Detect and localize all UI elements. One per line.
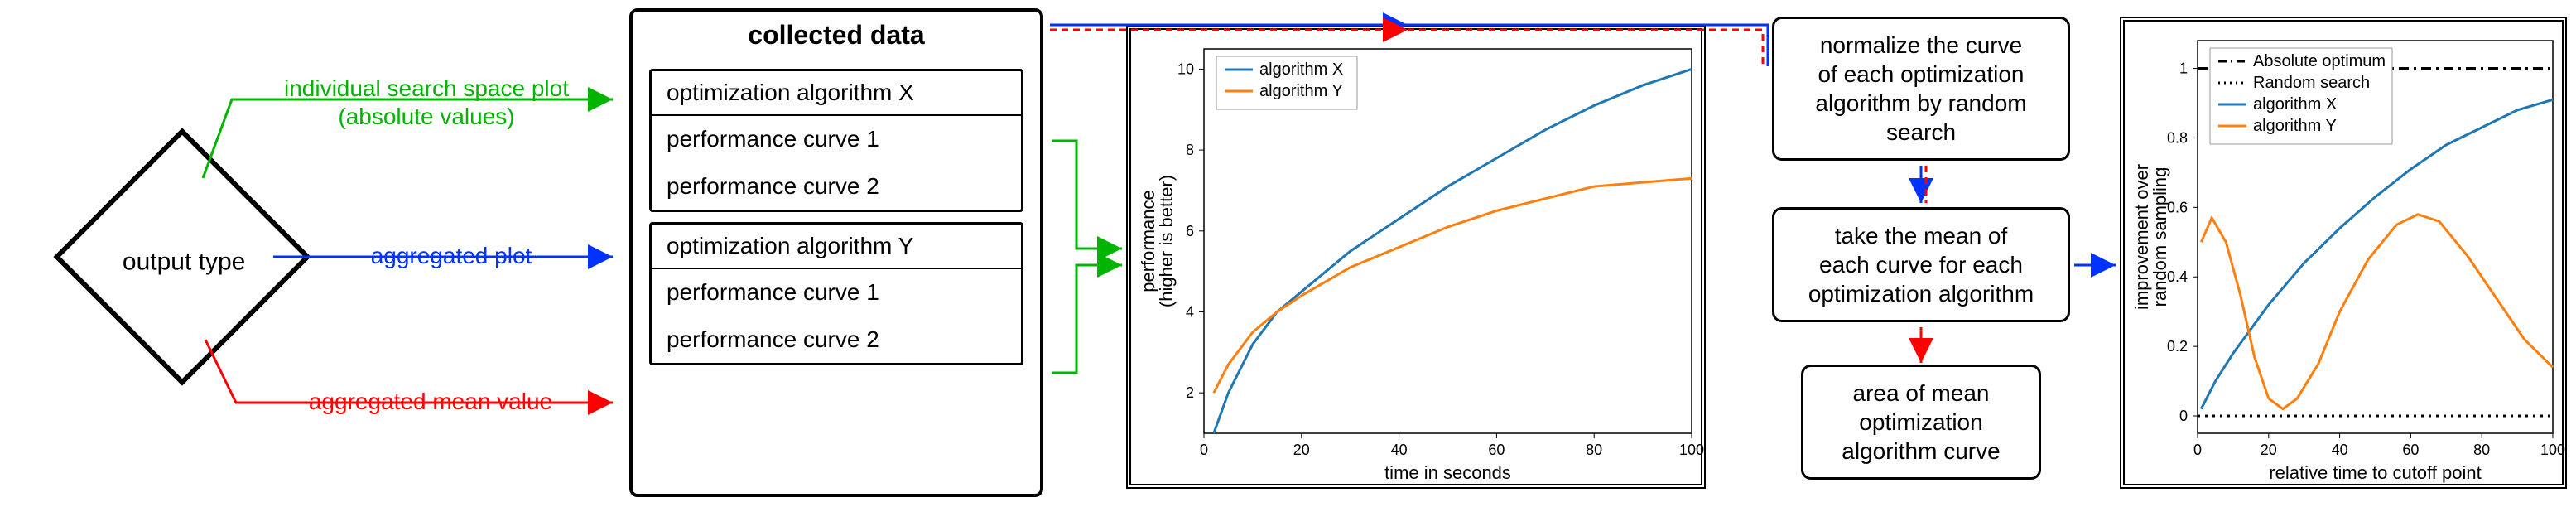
svg-text:40: 40 <box>2332 442 2348 458</box>
svg-text:80: 80 <box>2473 442 2490 458</box>
algo-box-x: optimization algorithm X performance cur… <box>649 69 1023 212</box>
svg-text:60: 60 <box>1488 442 1505 458</box>
decision-diamond: output type <box>53 128 311 385</box>
chart1-frame: 020406080100246810time in secondsperform… <box>1126 25 1706 489</box>
svg-text:algorithm Y: algorithm Y <box>2253 117 2337 135</box>
svg-text:algorithm Y: algorithm Y <box>1259 82 1343 100</box>
svg-text:relative time to cutoff point: relative time to cutoff point <box>2269 462 2481 483</box>
chart1-svg: 020406080100246810time in secondsperform… <box>1138 36 1704 487</box>
algo-y-head: optimization algorithm Y <box>652 225 1021 269</box>
svg-text:0.2: 0.2 <box>2167 338 2188 355</box>
svg-text:(higher is better): (higher is better) <box>1156 175 1177 307</box>
algo-x-head: optimization algorithm X <box>652 71 1021 116</box>
svg-text:10: 10 <box>1177 60 1194 77</box>
svg-text:100: 100 <box>2540 442 2565 458</box>
chart2-frame: 02040608010000.20.40.60.81relative time … <box>2120 17 2567 489</box>
svg-text:1: 1 <box>2179 60 2188 77</box>
step-mean: take the mean ofeach curve for eachoptim… <box>1772 207 2070 322</box>
svg-text:4: 4 <box>1186 303 1194 320</box>
svg-text:20: 20 <box>1293 442 1310 458</box>
algo-x-curve2: performance curve 2 <box>652 162 1021 210</box>
diagram-root: { "diamond": { "label": "output type", "… <box>0 0 2576 507</box>
algo-box-y: optimization algorithm Y performance cur… <box>649 222 1023 365</box>
algo-y-curve2: performance curve 2 <box>652 316 1021 363</box>
svg-text:100: 100 <box>1679 442 1704 458</box>
svg-text:2: 2 <box>1186 384 1194 401</box>
svg-text:40: 40 <box>1391 442 1408 458</box>
svg-text:8: 8 <box>1186 142 1194 158</box>
step-normalize: normalize the curveof each optimizationa… <box>1772 17 2070 161</box>
branch-label-red: aggregated mean value <box>265 388 596 416</box>
svg-text:Absolute optimum: Absolute optimum <box>2253 52 2386 70</box>
svg-text:0: 0 <box>2193 442 2202 458</box>
collected-title: collected data <box>633 12 1040 59</box>
svg-text:6: 6 <box>1186 223 1194 239</box>
svg-text:time in seconds: time in seconds <box>1384 462 1511 483</box>
branch-label-blue: aggregated plot <box>327 242 575 270</box>
svg-text:0.8: 0.8 <box>2167 129 2188 146</box>
algo-x-curve1: performance curve 1 <box>652 116 1021 162</box>
svg-text:20: 20 <box>2261 442 2277 458</box>
svg-text:algorithm X: algorithm X <box>2253 95 2337 113</box>
branch-label-green: individual search space plot(absolute va… <box>253 75 600 130</box>
step-area: area of meanoptimizationalgorithm curve <box>1801 365 2041 480</box>
svg-text:80: 80 <box>1586 442 1602 458</box>
svg-text:Random search: Random search <box>2253 74 2370 92</box>
diamond-label: output type <box>93 248 275 276</box>
svg-text:0: 0 <box>1200 442 1208 458</box>
svg-text:60: 60 <box>2402 442 2419 458</box>
chart2-svg: 02040608010000.20.40.60.81relative time … <box>2131 28 2565 487</box>
algo-y-curve1: performance curve 1 <box>652 269 1021 316</box>
collected-data-box: collected data optimization algorithm X … <box>629 8 1043 497</box>
svg-text:random sampling: random sampling <box>2150 167 2170 307</box>
svg-text:algorithm X: algorithm X <box>1259 60 1343 79</box>
svg-text:0: 0 <box>2179 408 2188 424</box>
